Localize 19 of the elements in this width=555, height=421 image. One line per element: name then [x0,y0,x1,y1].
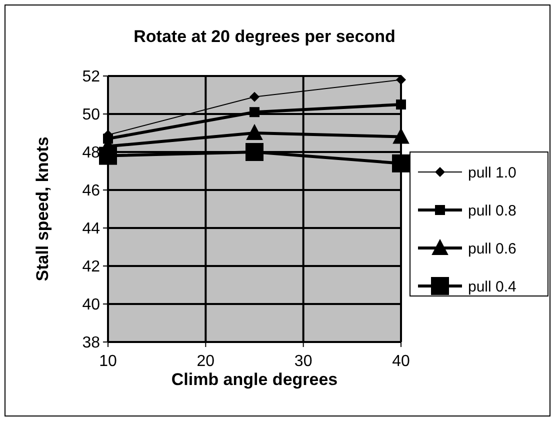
x-axis-title: Climb angle degrees [171,370,338,389]
y-tick-label: 46 [82,182,100,200]
x-tick-label: 10 [99,353,117,370]
x-tick-label: 30 [294,353,312,370]
legend-label: pull 1.0 [468,164,516,182]
y-tick-label: 40 [82,296,100,314]
y-tick-label: 48 [82,144,100,162]
x-tick-label: 20 [196,353,215,370]
chart-title: Rotate at 20 degrees per second [134,27,396,46]
legend-label: pull 0.4 [468,278,516,296]
y-tick-label: 42 [82,258,100,276]
y-axis-title: Stall speed, knots [33,136,52,282]
y-tick-label: 52 [82,68,100,86]
y-tick-label: 50 [82,106,100,124]
x-tick-label: 40 [392,353,410,370]
y-tick-label: 44 [82,220,100,238]
legend-label: pull 0.6 [468,240,516,258]
legend-label: pull 0.8 [468,202,516,220]
y-tick-label: 38 [82,334,100,352]
